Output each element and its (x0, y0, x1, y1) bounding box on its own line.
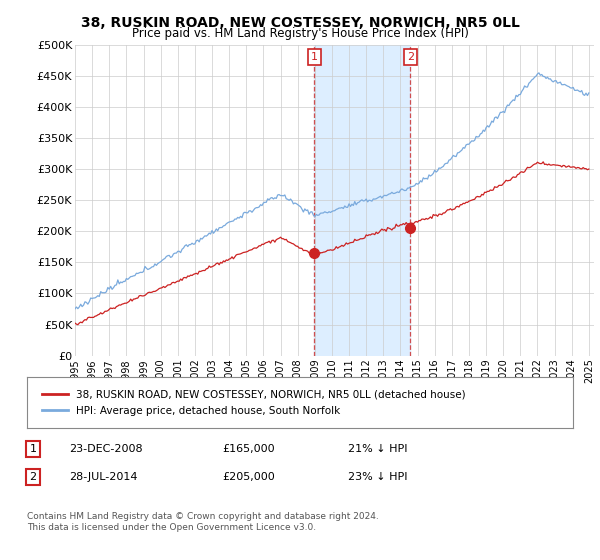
Text: Price paid vs. HM Land Registry's House Price Index (HPI): Price paid vs. HM Land Registry's House … (131, 27, 469, 40)
Text: Contains HM Land Registry data © Crown copyright and database right 2024.
This d: Contains HM Land Registry data © Crown c… (27, 512, 379, 532)
Bar (314, 45, 410, 356)
Text: 21% ↓ HPI: 21% ↓ HPI (348, 444, 407, 454)
Text: 23-DEC-2008: 23-DEC-2008 (69, 444, 143, 454)
Text: £165,000: £165,000 (222, 444, 275, 454)
Text: 28-JUL-2014: 28-JUL-2014 (69, 472, 137, 482)
Text: £205,000: £205,000 (222, 472, 275, 482)
Text: 1: 1 (311, 52, 318, 62)
Legend: 38, RUSKIN ROAD, NEW COSTESSEY, NORWICH, NR5 0LL (detached house), HPI: Average : 38, RUSKIN ROAD, NEW COSTESSEY, NORWICH,… (38, 385, 470, 420)
Text: 38, RUSKIN ROAD, NEW COSTESSEY, NORWICH, NR5 0LL: 38, RUSKIN ROAD, NEW COSTESSEY, NORWICH,… (80, 16, 520, 30)
Text: 2: 2 (29, 472, 37, 482)
Text: 2: 2 (407, 52, 414, 62)
Text: 23% ↓ HPI: 23% ↓ HPI (348, 472, 407, 482)
Text: 1: 1 (29, 444, 37, 454)
